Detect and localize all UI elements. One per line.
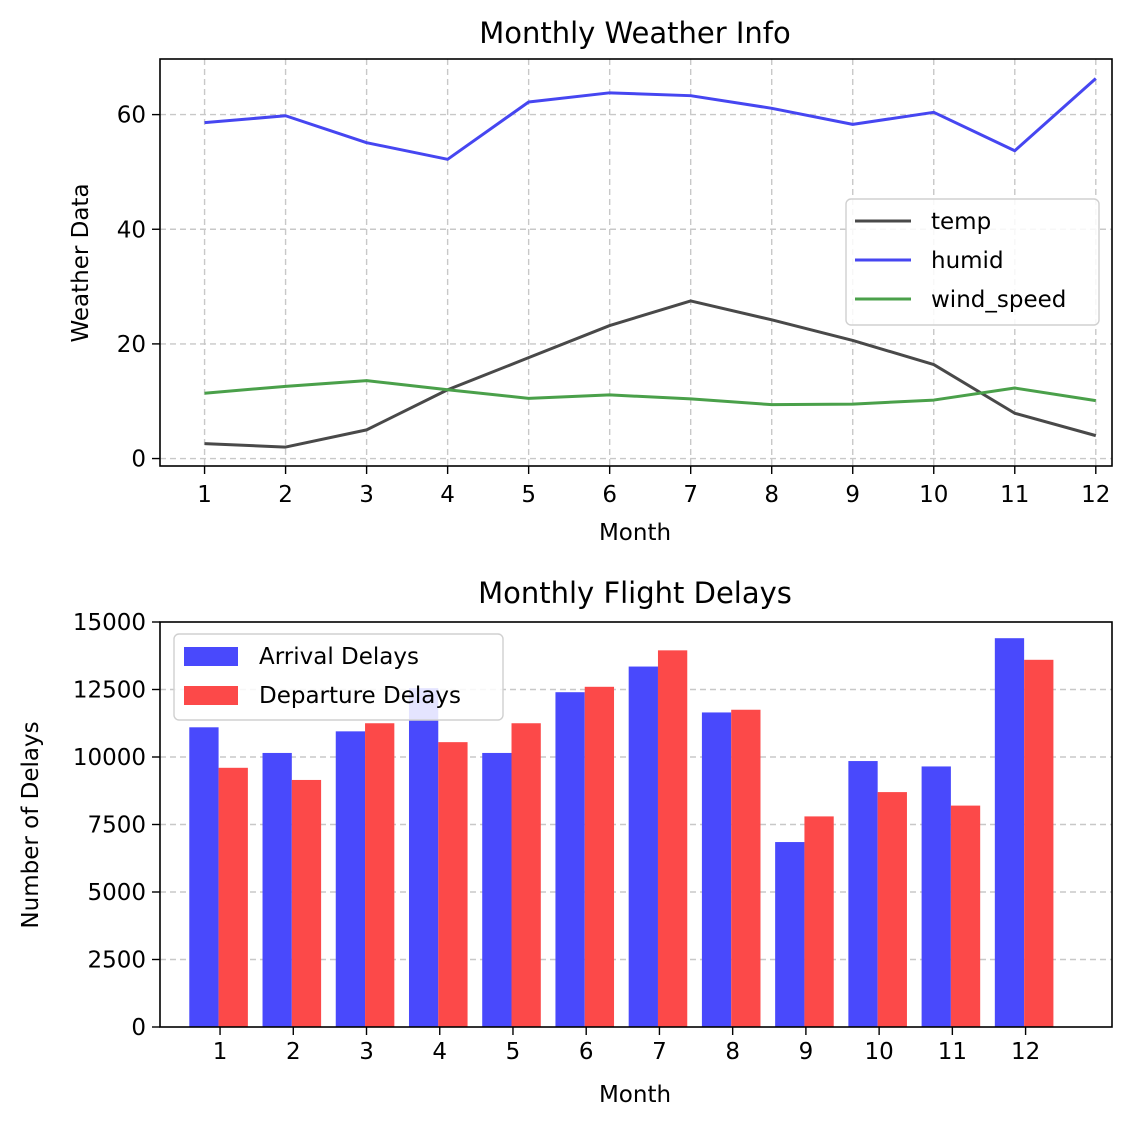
bar-arrival-delays (994, 638, 1025, 1027)
delays-legend-box (173, 633, 504, 721)
delays-bar-chart: Monthly Flight Delays 0 2500 5000 7500 10000… (18, 576, 1113, 1108)
weather-chart-title: Monthly Weather Info (479, 16, 791, 50)
weather-line-chart: Monthly Weather Info 1 2 3 4 5 6 7 8 9 10 11 120204… (68, 16, 1113, 546)
delays-legend-swatch (184, 686, 238, 705)
delays-y-tick-label: 0 (131, 1015, 146, 1041)
bar-departure-delays (950, 805, 981, 1027)
weather-x-axis-label: Month (599, 520, 671, 546)
delays-x-tick-label: 6 (579, 1039, 594, 1065)
bar-arrival-delays (408, 688, 439, 1027)
delays-legend-label: Arrival Delays (259, 644, 419, 670)
bar-departure-delays (511, 723, 541, 1027)
bar-departure-delays (438, 742, 468, 1027)
bar-arrival-delays (482, 752, 512, 1027)
delays-legend: Arrival Delays Departure Delays (173, 633, 504, 721)
delays-x-tick-label: 9 (799, 1039, 814, 1065)
delays-x-tick-label: 4 (432, 1039, 447, 1065)
weather-y-axis-label: Weather Data (68, 183, 94, 342)
weather-x-tick-label: 4 (440, 482, 455, 508)
delays-x-tick-label: 12 (1011, 1039, 1040, 1065)
weather-y-tick-label: 0 (131, 447, 146, 473)
delays-x-tick-label: 3 (359, 1039, 374, 1065)
weather-y-tick-label: 20 (117, 332, 146, 358)
weather-legend-label: temp (931, 209, 991, 235)
weather-legend-label: wind_speed (931, 287, 1066, 313)
bar-arrival-delays (701, 712, 732, 1027)
weather-y-tick-label: 60 (117, 103, 146, 129)
bar-arrival-delays (555, 692, 585, 1027)
delays-y-tick-label: 15000 (73, 610, 146, 636)
weather-x-tick-label: 8 (764, 482, 779, 508)
delays-y-tick-label: 5000 (87, 880, 146, 906)
weather-legend-label: humid (931, 248, 1004, 274)
bar-arrival-delays (921, 766, 951, 1027)
delays-legend-swatch (184, 647, 238, 666)
delays-bars (189, 638, 1054, 1027)
delays-y-tick-label: 7500 (87, 813, 146, 839)
bar-departure-delays (804, 816, 834, 1027)
bar-arrival-delays (848, 761, 878, 1027)
bar-departure-delays (731, 709, 761, 1027)
delays-y-tick-label: 12500 (73, 678, 146, 704)
weather-x-tick-label: 12 (1081, 482, 1110, 508)
bar-departure-delays (218, 767, 248, 1027)
weather-x-tick-label: 1 (197, 482, 212, 508)
weather-legend: temp humid wind_speed (845, 198, 1100, 326)
weather-x-tick-label: 6 (602, 482, 617, 508)
series-line-temp (204, 299, 1097, 449)
delays-chart-title: Monthly Flight Delays (478, 576, 792, 610)
delays-y-tick-label: 10000 (73, 745, 146, 771)
weather-x-tick-label: 3 (359, 482, 374, 508)
bar-departure-delays (291, 779, 322, 1027)
weather-legend-box (845, 198, 1100, 326)
bar-arrival-delays (775, 842, 805, 1027)
delays-x-tick-label: 10 (864, 1039, 893, 1065)
delays-x-tick-label: 2 (286, 1039, 301, 1065)
delays-y-axis-label: Number of Delays (18, 721, 44, 928)
weather-x-tick-label: 10 (919, 482, 948, 508)
bar-arrival-delays (628, 666, 658, 1027)
delays-legend-label: Departure Delays (259, 683, 461, 709)
series-line-humid (204, 77, 1097, 161)
delays-x-axis-label: Month (599, 1082, 671, 1108)
weather-series-lines (204, 77, 1097, 449)
delays-x-tick-label: 7 (652, 1039, 667, 1065)
series-line-wind_speed (204, 379, 1097, 407)
bar-arrival-delays (335, 731, 366, 1027)
bar-departure-delays (877, 792, 907, 1027)
delays-y-tick-label: 2500 (87, 948, 146, 974)
weather-x-tick-label: 11 (1000, 482, 1029, 508)
bar-arrival-delays (262, 752, 292, 1027)
bar-departure-delays (657, 650, 688, 1027)
weather-x-tick-label: 9 (845, 482, 860, 508)
weather-x-tick-label: 5 (521, 482, 536, 508)
weather-x-tick-label: 2 (278, 482, 293, 508)
weather-plot-frame (159, 58, 1113, 467)
delays-x-tick-label: 8 (725, 1039, 740, 1065)
delays-x-tick-label: 11 (938, 1039, 967, 1065)
bar-departure-delays (365, 723, 395, 1027)
weather-y-tick-label: 40 (117, 217, 146, 243)
bar-arrival-delays (189, 727, 219, 1027)
bar-departure-delays (1024, 659, 1054, 1027)
delays-x-tick-label: 1 (213, 1039, 228, 1065)
bar-departure-delays (584, 686, 615, 1027)
delays-x-tick-label: 5 (506, 1039, 521, 1065)
weather-x-tick-label: 7 (683, 482, 698, 508)
